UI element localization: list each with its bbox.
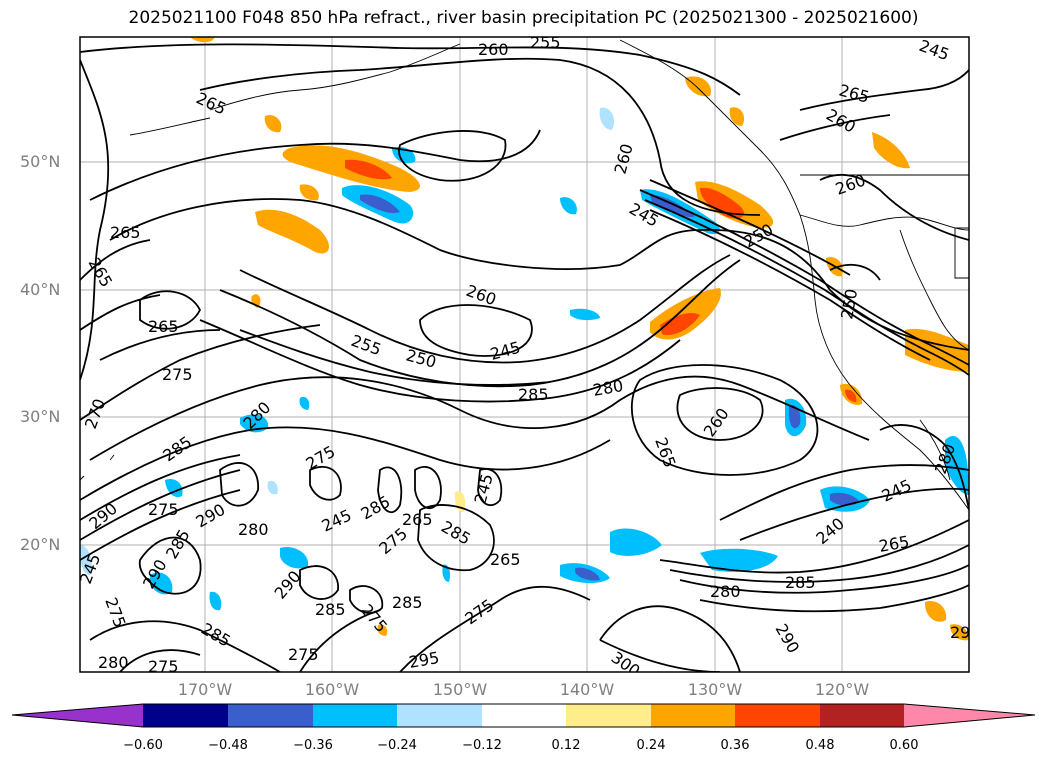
lon-label: 150°W — [432, 680, 488, 699]
contour-label: 265 — [402, 510, 433, 529]
colorbar-tick: 0.12 — [551, 738, 581, 753]
contour-label: 280 — [238, 520, 269, 539]
lon-label: 140°W — [559, 680, 615, 699]
contour-label: 285 — [785, 573, 816, 592]
contour-label: 285 — [392, 593, 423, 612]
refractivity-contours — [80, 43, 969, 672]
colorbar-tick: −0.60 — [123, 738, 163, 753]
contour-label: 285 — [315, 600, 346, 619]
lon-label: 170°W — [177, 680, 233, 699]
colorbar-tick: 0.36 — [720, 738, 750, 753]
lon-label: 160°W — [304, 680, 360, 699]
contour-label: 265 — [148, 317, 179, 336]
colorbar-swatch — [228, 704, 313, 727]
graticule — [80, 37, 969, 672]
contour-label: 275 — [148, 500, 179, 519]
contour-label: 285 — [518, 385, 549, 404]
contour-label: 260 — [478, 40, 509, 59]
colorbar-tick: −0.36 — [293, 738, 333, 753]
colorbar-extend-left — [12, 704, 143, 727]
map-frame-border — [79, 36, 970, 673]
lon-label: 120°W — [814, 680, 870, 699]
map-frame-bg — [80, 37, 969, 672]
colorbar-tick: −0.24 — [377, 738, 417, 753]
coastlines — [80, 39, 969, 511]
colorbar-swatch — [566, 704, 651, 727]
contour-label: 255 — [530, 33, 561, 52]
colorbar-swatch — [313, 704, 397, 727]
contour-label: 265 — [490, 550, 521, 569]
colorbar-swatch — [397, 704, 482, 727]
colorbar — [11, 703, 1036, 728]
colorbar-swatch — [482, 704, 566, 727]
colorbar-swatch — [143, 704, 228, 727]
lat-label: 20°N — [20, 535, 61, 554]
colorbar-tick: 0.48 — [805, 738, 835, 753]
lon-label: 130°W — [687, 680, 743, 699]
lat-label: 30°N — [20, 407, 61, 426]
colorbar-swatch — [651, 704, 735, 727]
colorbar-extend-right — [904, 704, 1035, 727]
contour-label: 275 — [162, 365, 193, 384]
colorbar-tick: 0.60 — [889, 738, 919, 753]
contour-label: 290 — [950, 623, 981, 642]
contour-label: 265 — [110, 223, 141, 242]
contour-label: 275 — [288, 645, 319, 664]
colorbar-swatch — [735, 704, 820, 727]
colorbar-tick: 0.24 — [636, 738, 666, 753]
precip-shading — [80, 37, 969, 641]
colorbar-tick: −0.48 — [208, 738, 248, 753]
lat-label: 40°N — [20, 280, 61, 299]
map-title: 2025021100 F048 850 hPa refract., river … — [128, 8, 919, 28]
colorbar-tick: −0.12 — [462, 738, 502, 753]
lat-label: 50°N — [20, 152, 61, 171]
contour-label: 280 — [710, 582, 741, 601]
colorbar-swatch — [820, 704, 904, 727]
contour-label: 280 — [98, 653, 129, 672]
contour-label: 275 — [148, 657, 179, 676]
